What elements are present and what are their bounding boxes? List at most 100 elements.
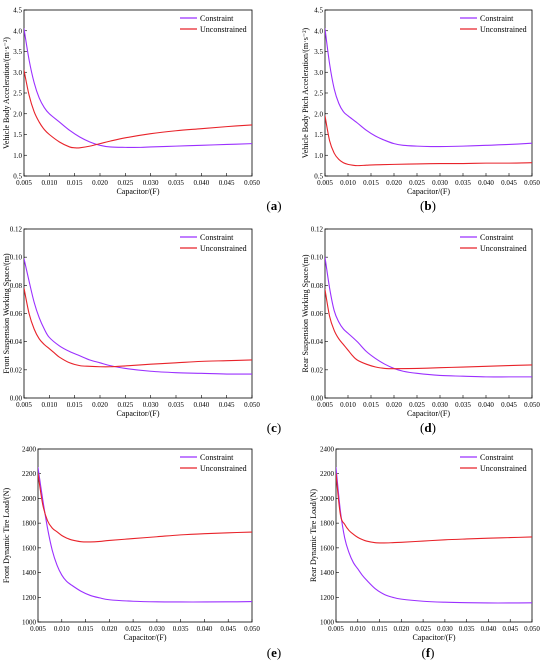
x-axis-label: Capacitor/(F) (116, 409, 159, 418)
legend-label-constraint: Constraint (480, 453, 514, 462)
x-tick-label: 0.050 (244, 401, 260, 409)
y-tick-label: 1200 (320, 594, 335, 602)
x-tick-label: 0.030 (437, 625, 453, 633)
x-tick-label: 0.050 (524, 401, 540, 409)
x-tick-label: 0.035 (168, 401, 184, 409)
y-tick-label: 3.0 (13, 69, 22, 77)
x-tick-label: 0.005 (30, 625, 46, 633)
legend-label-unconstrained: Unconstrained (200, 464, 247, 473)
y-tick-label: 0.06 (311, 310, 324, 318)
x-tick-label: 0.020 (101, 625, 117, 633)
x-tick-label: 0.010 (350, 625, 366, 633)
legend-label-constraint: Constraint (200, 14, 234, 23)
legend-label-unconstrained: Unconstrained (200, 244, 247, 253)
x-tick-label: 0.040 (478, 401, 494, 409)
x-tick-label: 0.045 (501, 401, 517, 409)
x-tick-label: 0.050 (524, 625, 540, 633)
y-tick-label: 3.5 (314, 48, 323, 56)
series-line-constraint (38, 466, 252, 603)
legend-label-unconstrained: Unconstrained (480, 25, 527, 34)
x-tick-label: 0.005 (16, 179, 32, 187)
series-line-unconstrained (24, 287, 252, 368)
chart-panel-b: 0.005 0.010 0.015 0.020 0.025 0.030 0.035 0.040… (301, 7, 540, 214)
y-tick-label: 3.0 (314, 69, 323, 77)
x-tick-label: 0.040 (193, 401, 209, 409)
x-tick-label: 0.010 (41, 179, 57, 187)
x-tick-label: 0.020 (386, 401, 402, 409)
y-tick-label: 4.0 (314, 27, 323, 35)
x-tick-label: 0.015 (67, 401, 83, 409)
x-tick-label: 0.015 (78, 625, 94, 633)
y-tick-label: 0.00 (311, 395, 324, 403)
y-tick-label: 1600 (22, 544, 37, 552)
x-tick-label: 0.045 (220, 625, 236, 633)
y-tick-label: 1000 (320, 619, 335, 627)
y-tick-label: 4.5 (13, 7, 22, 15)
x-tick-label: 0.025 (415, 625, 431, 633)
x-tick-label: 0.025 (125, 625, 141, 633)
y-tick-label: 1800 (320, 520, 335, 528)
x-tick-label: 0.020 (92, 179, 108, 187)
x-tick-label: 0.040 (481, 625, 497, 633)
x-tick-label: 0.050 (524, 179, 540, 187)
x-tick-label: 0.045 (219, 179, 235, 187)
x-tick-label: 0.050 (244, 179, 260, 187)
x-tick-label: 0.010 (340, 179, 356, 187)
y-tick-label: 4.5 (314, 7, 323, 15)
y-tick-label: 2000 (320, 495, 335, 503)
y-tick-label: 0.02 (10, 366, 23, 374)
x-tick-label: 0.010 (54, 625, 70, 633)
series-line-constraint (24, 258, 252, 375)
x-tick-label: 0.030 (143, 401, 159, 409)
y-tick-label: 0.02 (311, 366, 324, 374)
y-tick-label: 2200 (320, 470, 335, 478)
plot-frame (23, 228, 253, 399)
x-tick-label: 0.020 (393, 625, 409, 633)
series-line-unconstrained (38, 473, 252, 543)
legend-label-constraint: Constraint (480, 14, 514, 23)
plot-frame (324, 9, 533, 177)
plot-frame (324, 228, 533, 399)
y-tick-label: 1000 (22, 619, 37, 627)
series-line-unconstrained (24, 69, 252, 149)
x-tick-label: 0.045 (219, 401, 235, 409)
y-tick-label: 2.0 (13, 110, 22, 118)
y-axis-label: Front Dynamic Tire Load/(N) (2, 488, 11, 584)
y-tick-label: 3.5 (13, 48, 22, 56)
y-tick-label: 2400 (22, 446, 37, 454)
y-tick-label: 1.5 (13, 131, 22, 139)
chart-panel-c: 0.005 0.010 0.015 0.020 0.025 0.030 0.035 0.040… (2, 226, 281, 436)
x-tick-label: 0.025 (117, 179, 133, 187)
series-line-unconstrained (325, 289, 532, 370)
series-line-constraint (24, 28, 252, 148)
y-tick-label: 2200 (22, 470, 37, 478)
y-tick-label: 0.04 (311, 338, 324, 346)
x-tick-label: 0.030 (143, 179, 159, 187)
x-tick-label: 0.015 (363, 179, 379, 187)
y-tick-label: 0.04 (10, 338, 23, 346)
x-tick-label: 0.040 (478, 179, 494, 187)
y-axis-label: Vehicle Body Acceleration/(m·s⁻²) (2, 37, 11, 149)
panel-label: (e) (267, 645, 281, 660)
legend-label-unconstrained: Unconstrained (480, 464, 527, 473)
x-tick-label: 0.010 (41, 401, 57, 409)
x-tick-label: 0.025 (409, 179, 425, 187)
y-tick-label: 1600 (320, 544, 335, 552)
x-tick-label: 0.030 (149, 625, 165, 633)
legend-label-constraint: Constraint (480, 233, 514, 242)
x-tick-label: 0.040 (193, 179, 209, 187)
chart-panel-e: 0.005 0.010 0.015 0.020 0.025 0.030 0.035 0.040… (2, 446, 281, 661)
legend-label-constraint: Constraint (200, 233, 234, 242)
panel-label: (a) (266, 198, 281, 213)
y-tick-label: 2400 (320, 446, 335, 454)
x-tick-label: 0.045 (501, 179, 517, 187)
y-tick-label: 1.5 (314, 131, 323, 139)
x-tick-label: 0.040 (197, 625, 213, 633)
x-tick-label: 0.035 (168, 179, 184, 187)
plot-frame (23, 9, 253, 177)
y-tick-label: 0.08 (10, 282, 23, 290)
y-axis-label: Front Suspension Working Space/(m) (2, 253, 11, 374)
x-tick-label: 0.020 (386, 179, 402, 187)
y-tick-label: 0.00 (10, 395, 23, 403)
plot-frame (37, 448, 253, 623)
